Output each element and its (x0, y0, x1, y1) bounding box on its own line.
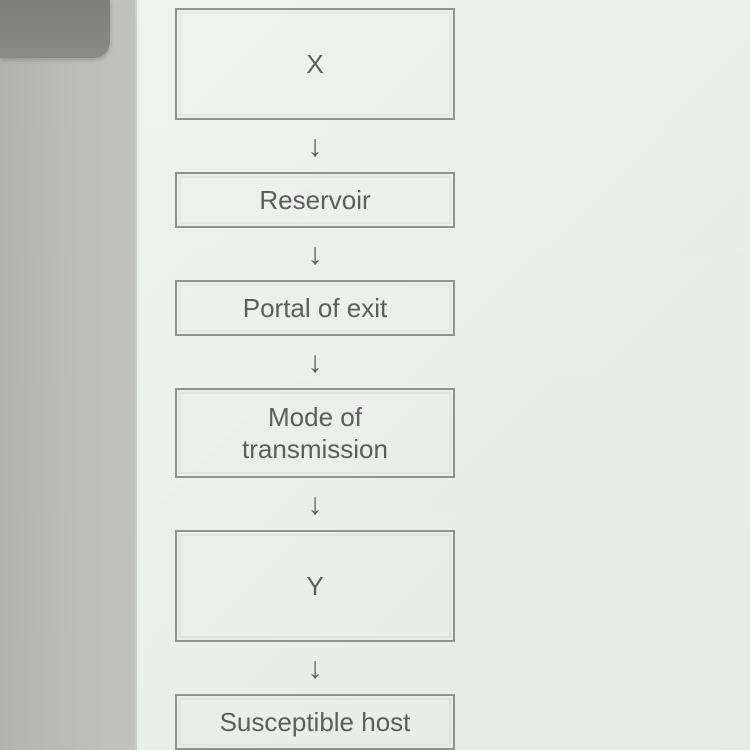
node-x: X (175, 8, 455, 120)
node-label: Y (306, 570, 323, 603)
node-reservoir: Reservoir (175, 172, 455, 228)
arrow-down-icon: ↓ (308, 132, 323, 162)
flowchart-container: X ↓ Reservoir ↓ Portal of exit ↓ Mode of… (165, 8, 465, 750)
arrow-down-icon: ↓ (308, 240, 323, 270)
node-label: Mode of transmission (242, 401, 388, 466)
node-y: Y (175, 530, 455, 642)
corner-tab-stub (0, 0, 110, 58)
node-portal-exit: Portal of exit (175, 280, 455, 336)
arrow-down-icon: ↓ (308, 654, 323, 684)
node-susceptible-host: Susceptible host (175, 694, 455, 750)
node-label: Portal of exit (243, 292, 388, 325)
left-margin-strip (0, 0, 135, 750)
node-label: Susceptible host (220, 706, 411, 739)
node-label: X (306, 48, 323, 81)
arrow-down-icon: ↓ (308, 348, 323, 378)
node-mode-transmission: Mode of transmission (175, 388, 455, 478)
arrow-down-icon: ↓ (308, 490, 323, 520)
node-label: Reservoir (259, 184, 370, 217)
